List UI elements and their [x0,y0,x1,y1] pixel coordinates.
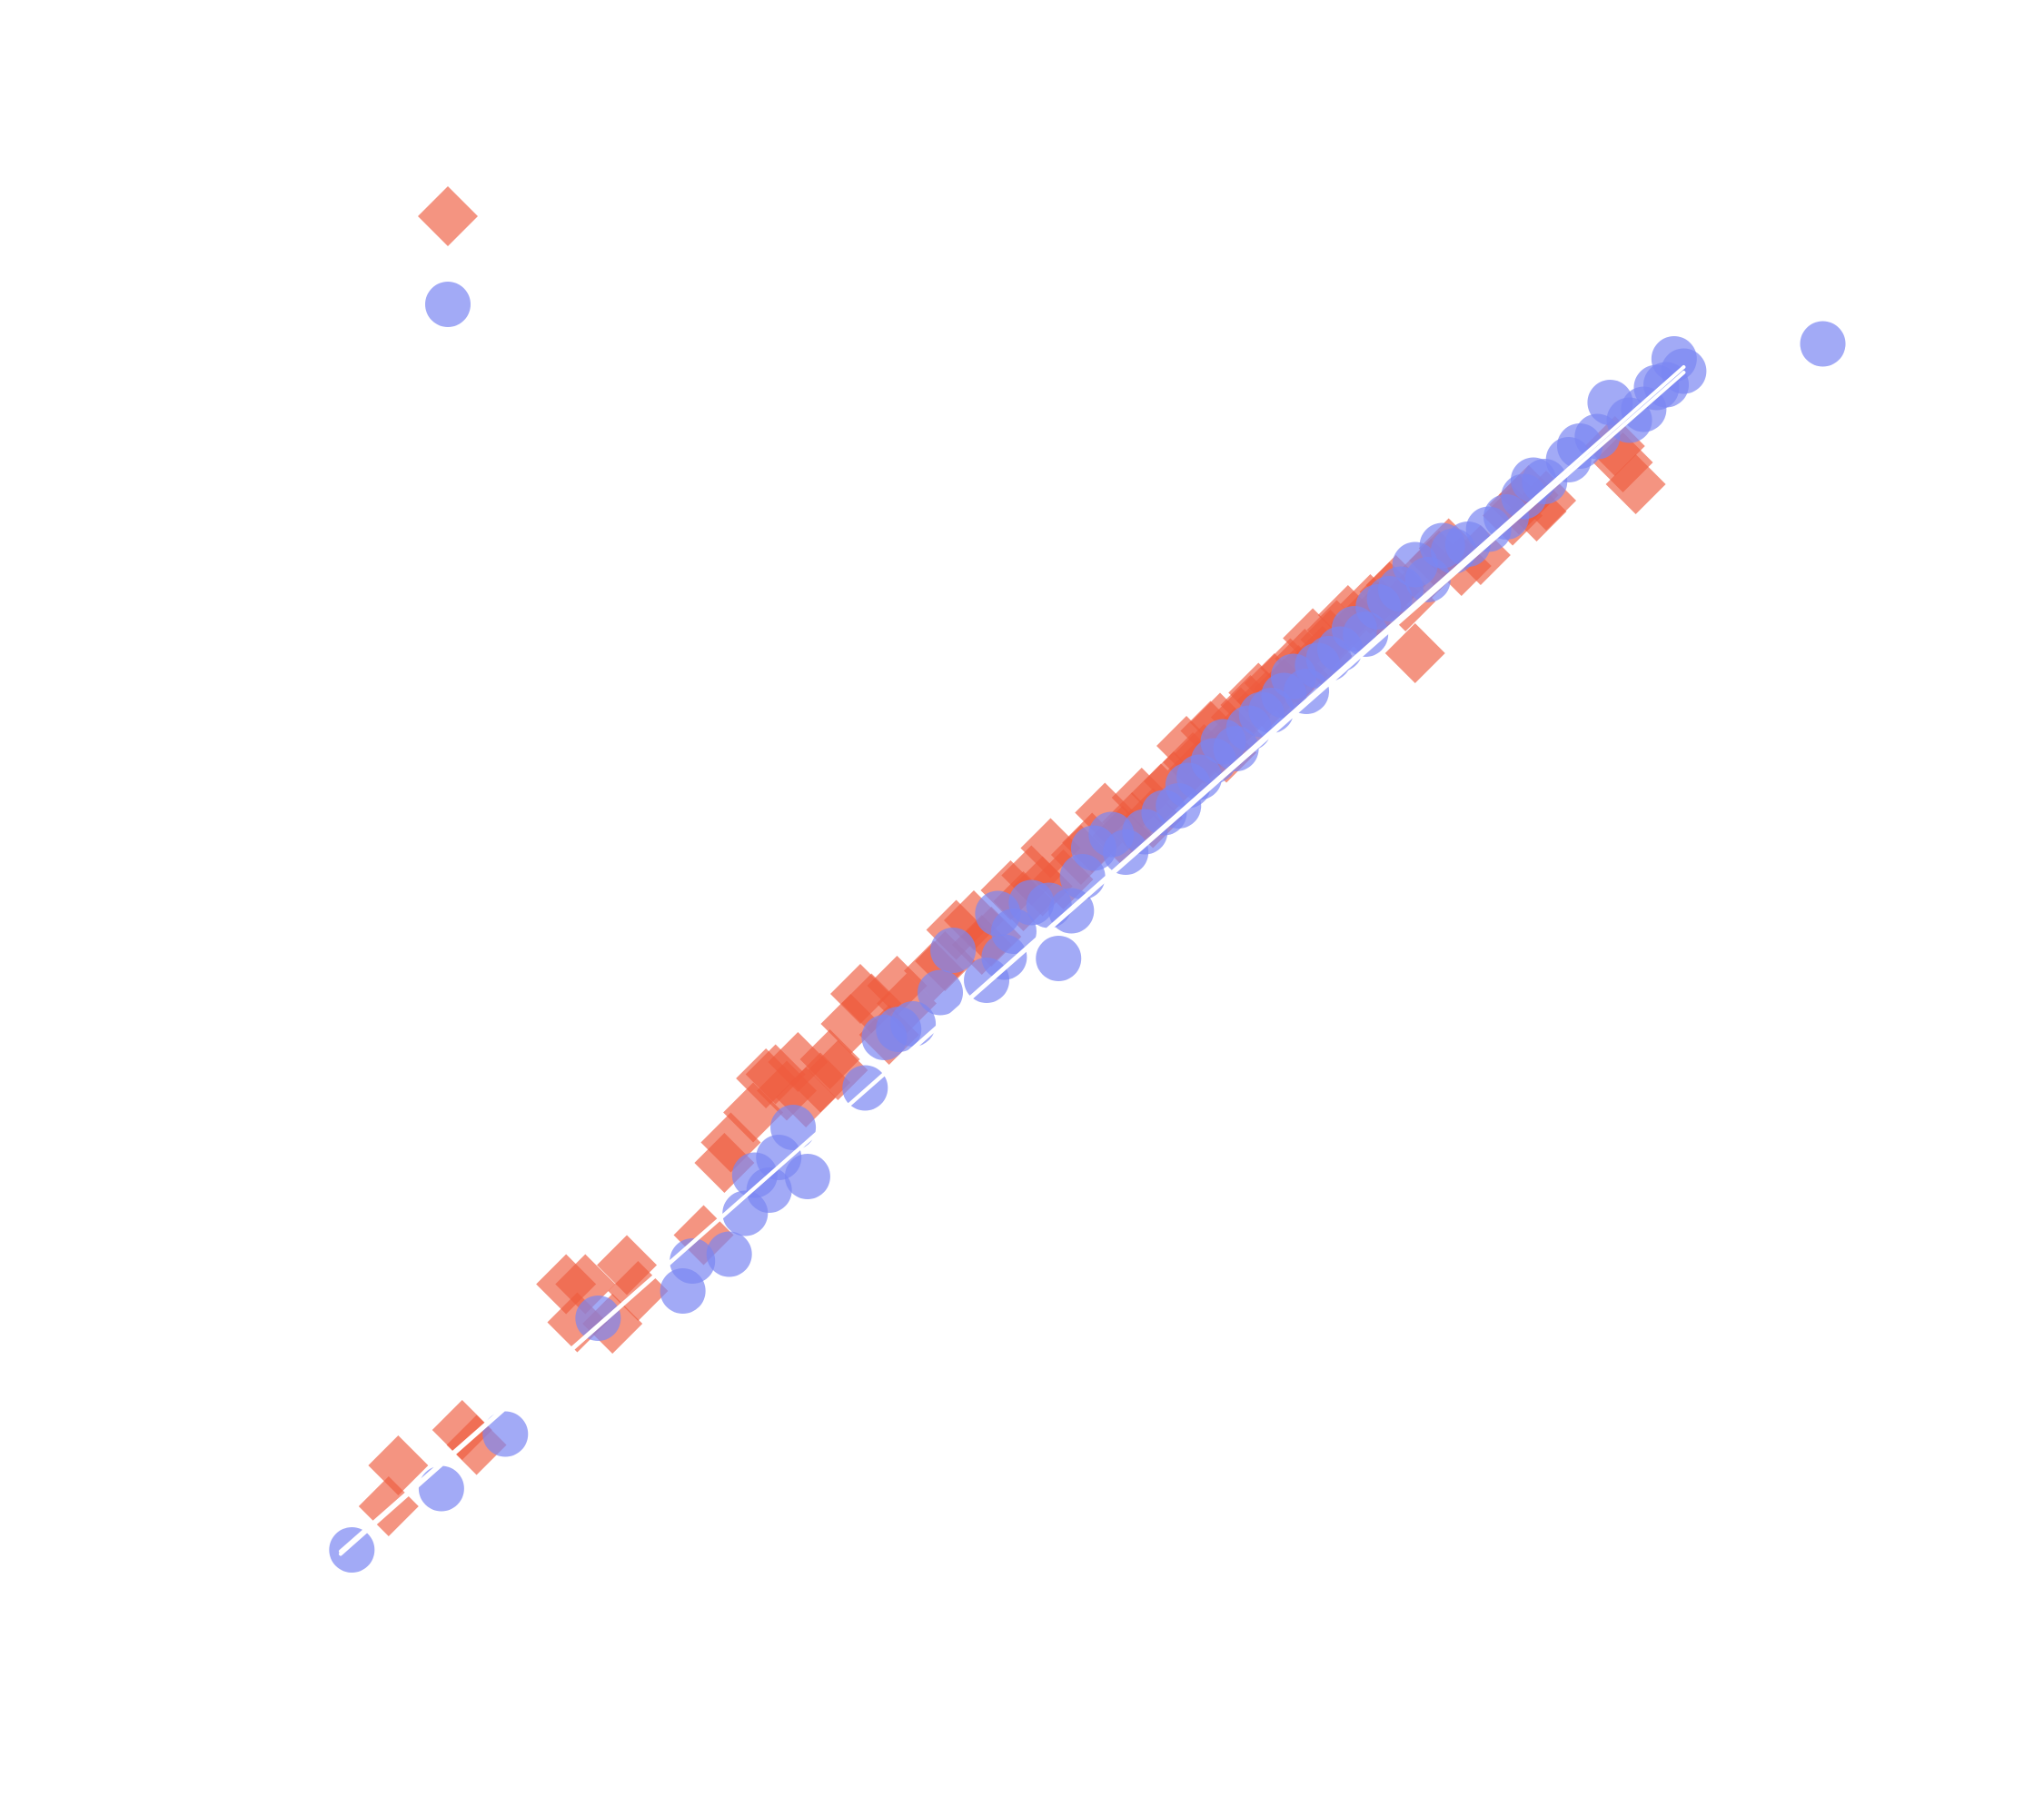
legend [418,186,478,327]
circle-point [706,1231,752,1277]
series-2-points [329,321,1846,1573]
marks-layer [329,321,1846,1573]
circle-point [1036,936,1082,981]
circle-point [930,928,977,973]
circle-point [329,1527,375,1573]
circle-point [418,1465,464,1512]
circle-point [1800,321,1846,367]
legend-diamond-marker [418,186,478,246]
circle-point [918,969,963,1016]
circle-point [890,1001,937,1047]
legend-circle-marker [425,282,471,327]
trendline-layer [339,365,1686,1556]
diamond-point [1605,454,1666,514]
circle-point [482,1411,529,1457]
circle-point [784,1154,830,1199]
diamond-point [368,1435,429,1495]
circle-point [770,1105,817,1150]
trendline-2 [339,365,1686,1556]
diamond-point [1384,623,1445,683]
circle-point [670,1238,716,1284]
circle-point [575,1296,621,1341]
